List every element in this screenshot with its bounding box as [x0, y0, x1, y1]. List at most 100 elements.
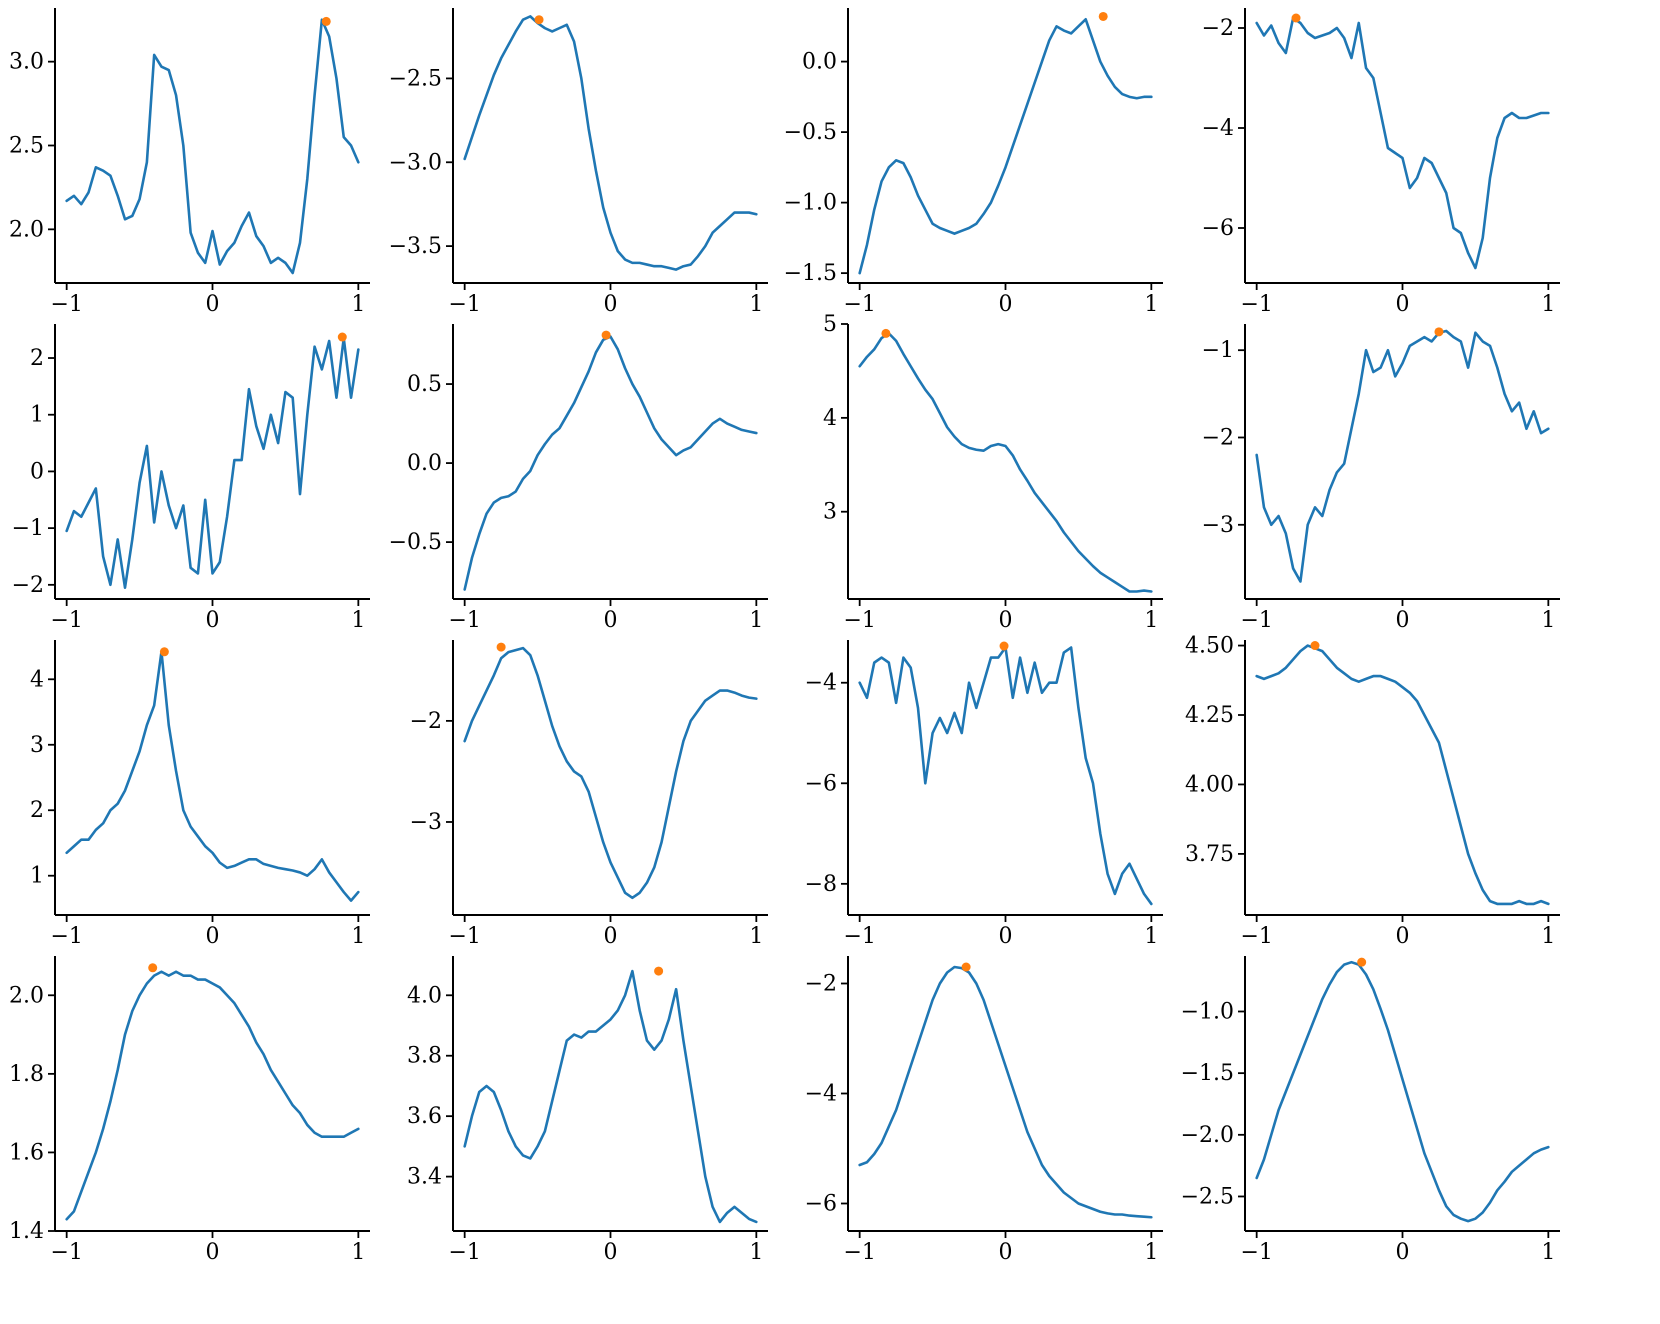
series-line [463, 969, 758, 1224]
y-tick-label: 3.75 [1185, 842, 1234, 867]
subplot-1-1: −1 0 1 2.0 2.5 3.0 [0, 8, 380, 323]
y-tick-label: 1.8 [9, 1062, 44, 1087]
y-tick-label: −6 [1202, 216, 1234, 241]
series-line [463, 335, 758, 591]
x-tick-label: −1 [448, 1240, 480, 1265]
peak-marker [999, 641, 1009, 651]
subplot-2-3: −1 0 1 3 4 5 [788, 312, 1173, 639]
x-tick-label: 1 [351, 1240, 365, 1265]
x-tick-label: 1 [749, 1240, 763, 1265]
y-tick-label: −2 [410, 709, 442, 734]
y-tick-label: −2.5 [389, 66, 442, 91]
x-tick-label: 1 [1541, 1240, 1555, 1265]
peak-marker [881, 328, 891, 338]
y-tick-label: −2 [12, 573, 44, 598]
series-line [65, 18, 360, 275]
subplot-1-3: −1 0 1 −1.5 −1.0 −0.5 0.0 [784, 8, 1173, 323]
x-tick-label: −1 [448, 924, 480, 949]
y-tick-label: 0.0 [407, 451, 442, 476]
x-tick-label: −1 [843, 292, 875, 317]
y-tick-label: 1 [30, 403, 44, 428]
series-line [65, 970, 360, 1221]
subplot-svg: −1 0 1 3.4 3.6 3.8 4.0 [407, 956, 768, 1265]
series-line [858, 646, 1153, 906]
x-tick-label: 0 [999, 292, 1013, 317]
x-tick-label: 1 [351, 924, 365, 949]
x-tick-label: −1 [50, 1240, 82, 1265]
x-tick-label: 1 [1144, 292, 1158, 317]
subplot-svg: −1 0 1 −1.5 −1.0 −0.5 0.0 [784, 8, 1163, 317]
subplot-3-4: −1 0 1 3.75 4.00 4.25 4.50 [1185, 634, 1570, 955]
peak-marker [601, 330, 611, 340]
series-line [463, 646, 758, 900]
peak-marker [961, 962, 971, 972]
y-tick-label: 3 [30, 733, 44, 758]
y-tick-label: −4 [805, 1082, 837, 1107]
x-tick-label: 1 [749, 292, 763, 317]
x-tick-label: 1 [1541, 292, 1555, 317]
subplot-svg: −1 0 1 −3.5 −3.0 −2.5 [389, 8, 768, 317]
subplot-2-1: −1 0 1 −2 −1 0 1 2 [0, 324, 380, 639]
subplot-svg: −1 0 1 3 4 5 [823, 312, 1163, 633]
x-tick-label: 0 [1396, 924, 1410, 949]
y-tick-label: −6 [805, 771, 837, 796]
peak-marker [1310, 641, 1320, 651]
x-tick-label: −1 [1240, 924, 1272, 949]
y-tick-label: −1.5 [784, 261, 837, 286]
x-tick-label: −1 [1240, 292, 1272, 317]
x-tick-label: 1 [749, 924, 763, 949]
x-tick-label: 0 [206, 1240, 220, 1265]
y-tick-label: −2 [805, 972, 837, 997]
peak-marker [1434, 327, 1444, 337]
x-tick-label: 0 [999, 1240, 1013, 1265]
subplot-3-2: −1 0 1 −3 −2 [393, 640, 778, 955]
y-tick-label: −4 [1202, 116, 1234, 141]
y-tick-label: 1.4 [9, 1219, 44, 1244]
subplot-4-2: −1 0 1 3.4 3.6 3.8 4.0 [393, 956, 778, 1271]
series-line [1255, 644, 1550, 906]
series-line [1255, 960, 1550, 1223]
y-tick-label: −1.0 [1181, 999, 1234, 1024]
y-tick-label: −1 [12, 516, 44, 541]
y-tick-label: 4.25 [1185, 703, 1234, 728]
x-tick-label: 1 [1144, 608, 1158, 633]
y-tick-label: 3.4 [407, 1165, 442, 1190]
peak-marker [159, 647, 169, 657]
y-tick-label: −3.0 [389, 150, 442, 175]
x-tick-label: 0 [604, 608, 618, 633]
y-tick-label: 4 [30, 667, 44, 692]
subplot-1-4: −1 0 1 −6 −4 −2 [1185, 8, 1570, 323]
y-tick-label: 3 [823, 500, 837, 525]
y-tick-label: 0.5 [407, 372, 442, 397]
y-tick-label: −4 [805, 671, 837, 696]
y-tick-label: 3.6 [407, 1104, 442, 1129]
y-tick-label: 2 [30, 798, 44, 823]
series-line [1255, 329, 1550, 583]
y-tick-label: −2 [1202, 16, 1234, 41]
y-tick-label: −3 [1202, 513, 1234, 538]
subplot-3-3: −1 0 1 −8 −6 −4 [788, 640, 1173, 955]
x-tick-label: 0 [604, 292, 618, 317]
series-line [858, 332, 1153, 593]
series-line [858, 17, 1153, 275]
y-tick-label: 1.6 [9, 1140, 44, 1165]
subplot-4-4: −1 0 1 −2.5 −2.0 −1.5 −1.0 [1181, 956, 1570, 1271]
x-tick-label: −1 [448, 292, 480, 317]
y-tick-label: 4 [823, 406, 837, 431]
y-tick-label: 0 [30, 459, 44, 484]
x-tick-label: −1 [843, 608, 875, 633]
subplot-4-3: −1 0 1 −6 −4 −2 [788, 956, 1173, 1271]
y-tick-label: −3.5 [389, 234, 442, 259]
series-line [65, 336, 360, 589]
y-tick-label: −1.5 [1181, 1061, 1234, 1086]
peak-marker [496, 642, 506, 652]
y-tick-label: −1.0 [784, 191, 837, 216]
subplot-svg: −1 0 1 −6 −4 −2 [1202, 8, 1560, 317]
x-tick-label: 1 [351, 608, 365, 633]
peak-marker [148, 963, 158, 973]
x-tick-label: −1 [843, 924, 875, 949]
y-tick-label: −6 [805, 1192, 837, 1217]
subplot-svg: −1 0 1 −0.5 0.0 0.5 [389, 324, 768, 633]
